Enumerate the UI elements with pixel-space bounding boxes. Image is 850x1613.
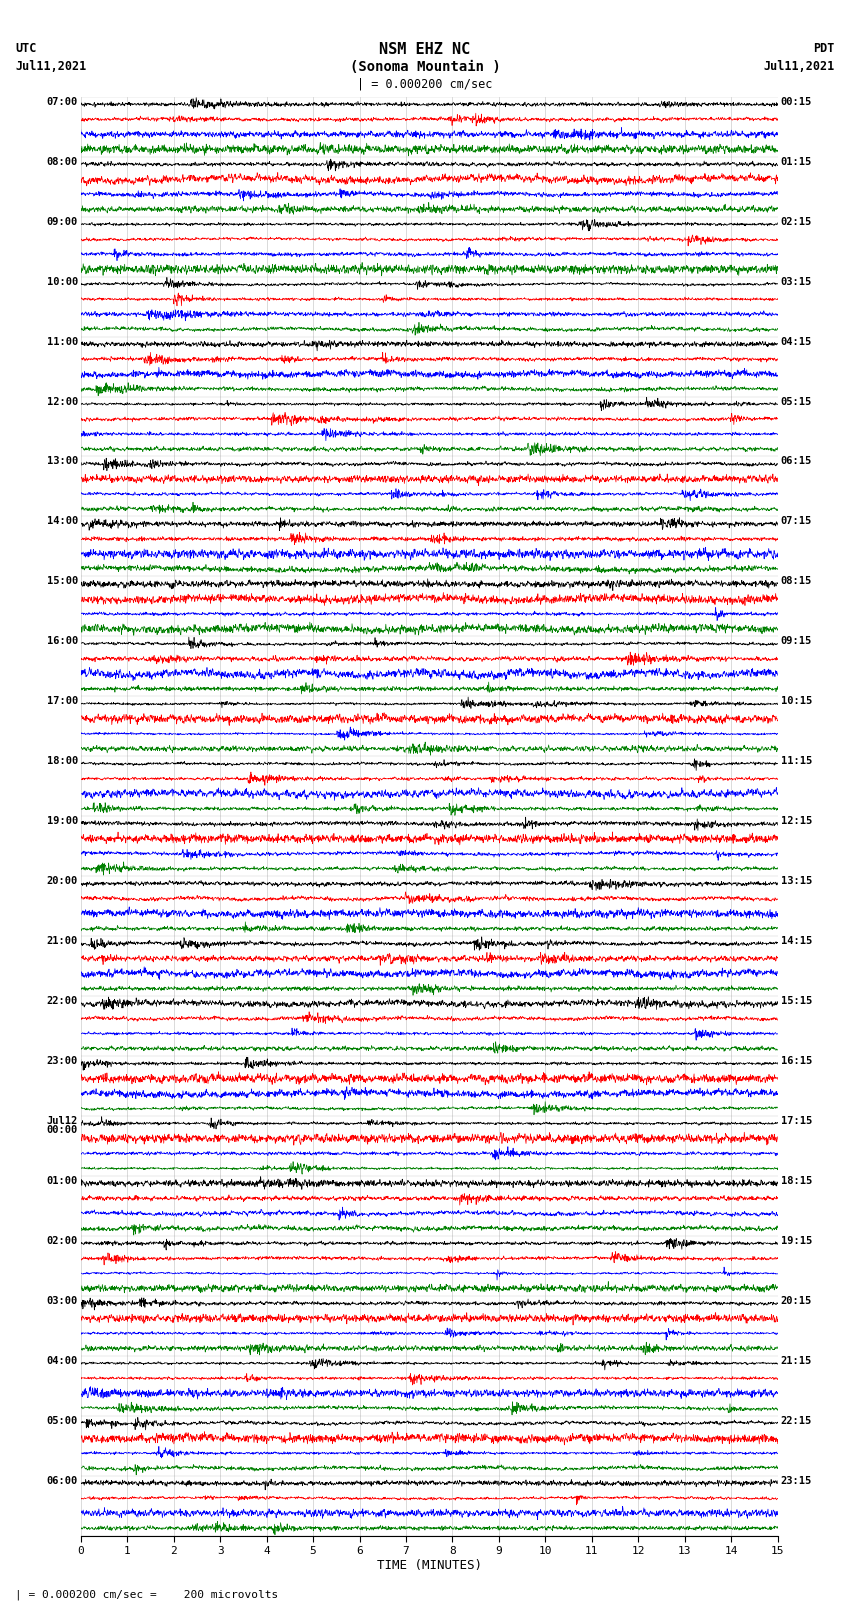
Text: 04:15: 04:15 — [780, 337, 812, 347]
Text: 07:00: 07:00 — [47, 97, 78, 106]
Text: 09:00: 09:00 — [47, 216, 78, 227]
Text: | = 0.000200 cm/sec =    200 microvolts: | = 0.000200 cm/sec = 200 microvolts — [15, 1589, 279, 1600]
Text: Jul11,2021: Jul11,2021 — [15, 60, 87, 73]
Text: 08:00: 08:00 — [47, 156, 78, 166]
Text: 12:15: 12:15 — [780, 816, 812, 826]
Text: 15:00: 15:00 — [47, 576, 78, 587]
Text: 13:15: 13:15 — [780, 876, 812, 886]
Text: 23:00: 23:00 — [47, 1057, 78, 1066]
Text: 14:00: 14:00 — [47, 516, 78, 526]
Text: 02:00: 02:00 — [47, 1236, 78, 1245]
Text: | = 0.000200 cm/sec: | = 0.000200 cm/sec — [357, 77, 493, 90]
X-axis label: TIME (MINUTES): TIME (MINUTES) — [377, 1558, 482, 1571]
Text: 00:15: 00:15 — [780, 97, 812, 106]
Text: 09:15: 09:15 — [780, 636, 812, 647]
Text: 11:00: 11:00 — [47, 337, 78, 347]
Text: 22:15: 22:15 — [780, 1416, 812, 1426]
Text: 19:15: 19:15 — [780, 1236, 812, 1245]
Text: 05:15: 05:15 — [780, 397, 812, 406]
Text: NSM EHZ NC: NSM EHZ NC — [379, 42, 471, 56]
Text: 03:15: 03:15 — [780, 277, 812, 287]
Text: 17:00: 17:00 — [47, 697, 78, 706]
Text: 18:00: 18:00 — [47, 756, 78, 766]
Text: 07:15: 07:15 — [780, 516, 812, 526]
Text: 05:00: 05:00 — [47, 1416, 78, 1426]
Text: 01:15: 01:15 — [780, 156, 812, 166]
Text: 06:15: 06:15 — [780, 456, 812, 466]
Text: 11:15: 11:15 — [780, 756, 812, 766]
Text: 17:15: 17:15 — [780, 1116, 812, 1126]
Text: UTC: UTC — [15, 42, 37, 55]
Text: 18:15: 18:15 — [780, 1176, 812, 1186]
Text: 12:00: 12:00 — [47, 397, 78, 406]
Text: 01:00: 01:00 — [47, 1176, 78, 1186]
Text: 22:00: 22:00 — [47, 995, 78, 1007]
Text: Jul11,2021: Jul11,2021 — [763, 60, 835, 73]
Text: 19:00: 19:00 — [47, 816, 78, 826]
Text: 16:15: 16:15 — [780, 1057, 812, 1066]
Text: 15:15: 15:15 — [780, 995, 812, 1007]
Text: 08:15: 08:15 — [780, 576, 812, 587]
Text: 04:00: 04:00 — [47, 1355, 78, 1366]
Text: Jul12
00:00: Jul12 00:00 — [47, 1116, 78, 1136]
Text: 06:00: 06:00 — [47, 1476, 78, 1486]
Text: 03:00: 03:00 — [47, 1295, 78, 1307]
Text: 21:00: 21:00 — [47, 936, 78, 947]
Text: (Sonoma Mountain ): (Sonoma Mountain ) — [349, 60, 501, 74]
Text: 10:00: 10:00 — [47, 277, 78, 287]
Text: 20:00: 20:00 — [47, 876, 78, 886]
Text: 10:15: 10:15 — [780, 697, 812, 706]
Text: 13:00: 13:00 — [47, 456, 78, 466]
Text: 14:15: 14:15 — [780, 936, 812, 947]
Text: 16:00: 16:00 — [47, 636, 78, 647]
Text: 02:15: 02:15 — [780, 216, 812, 227]
Text: 21:15: 21:15 — [780, 1355, 812, 1366]
Text: PDT: PDT — [813, 42, 835, 55]
Text: 23:15: 23:15 — [780, 1476, 812, 1486]
Text: 20:15: 20:15 — [780, 1295, 812, 1307]
